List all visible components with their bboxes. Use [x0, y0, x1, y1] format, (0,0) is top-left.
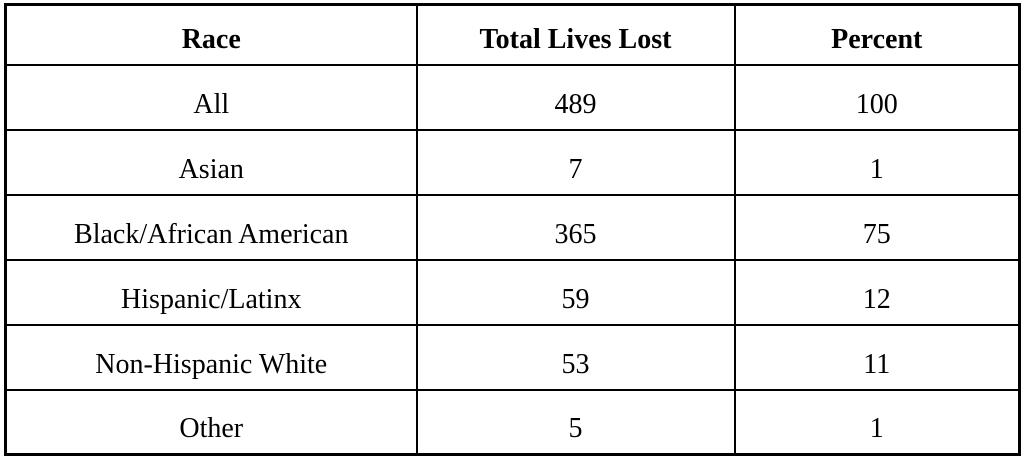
cell-percent: 100	[733, 63, 1021, 131]
cell-race: Hispanic/Latinx	[4, 258, 418, 326]
cell-race: All	[4, 63, 418, 131]
cell-race: Non-Hispanic White	[4, 323, 418, 391]
cell-percent: 1	[733, 128, 1021, 196]
cell-percent: 11	[733, 323, 1021, 391]
cell-total: 59	[415, 258, 736, 326]
cell-total: 7	[415, 128, 736, 196]
cell-percent: 75	[733, 193, 1021, 261]
cell-percent: 12	[733, 258, 1021, 326]
table-row: Hispanic/Latinx 59 12	[4, 258, 1021, 326]
table-row: All 489 100	[4, 63, 1021, 131]
cell-race: Black/African American	[4, 193, 418, 261]
cell-race: Asian	[4, 128, 418, 196]
column-header-percent: Percent	[733, 3, 1021, 66]
table-row: Black/African American 365 75	[4, 193, 1021, 261]
cell-total: 489	[415, 63, 736, 131]
table-row: Non-Hispanic White 53 11	[4, 323, 1021, 391]
column-header-total: Total Lives Lost	[415, 3, 736, 66]
cell-total: 365	[415, 193, 736, 261]
cell-total: 5	[415, 388, 736, 456]
table-row: Asian 7 1	[4, 128, 1021, 196]
column-header-race: Race	[4, 3, 418, 66]
cell-percent: 1	[733, 388, 1021, 456]
cell-total: 53	[415, 323, 736, 391]
header-row: Race Total Lives Lost Percent	[4, 3, 1021, 66]
table-row: Other 5 1	[4, 388, 1021, 456]
cell-race: Other	[4, 388, 418, 456]
data-table: Race Total Lives Lost Percent All 489 10…	[4, 3, 1021, 456]
